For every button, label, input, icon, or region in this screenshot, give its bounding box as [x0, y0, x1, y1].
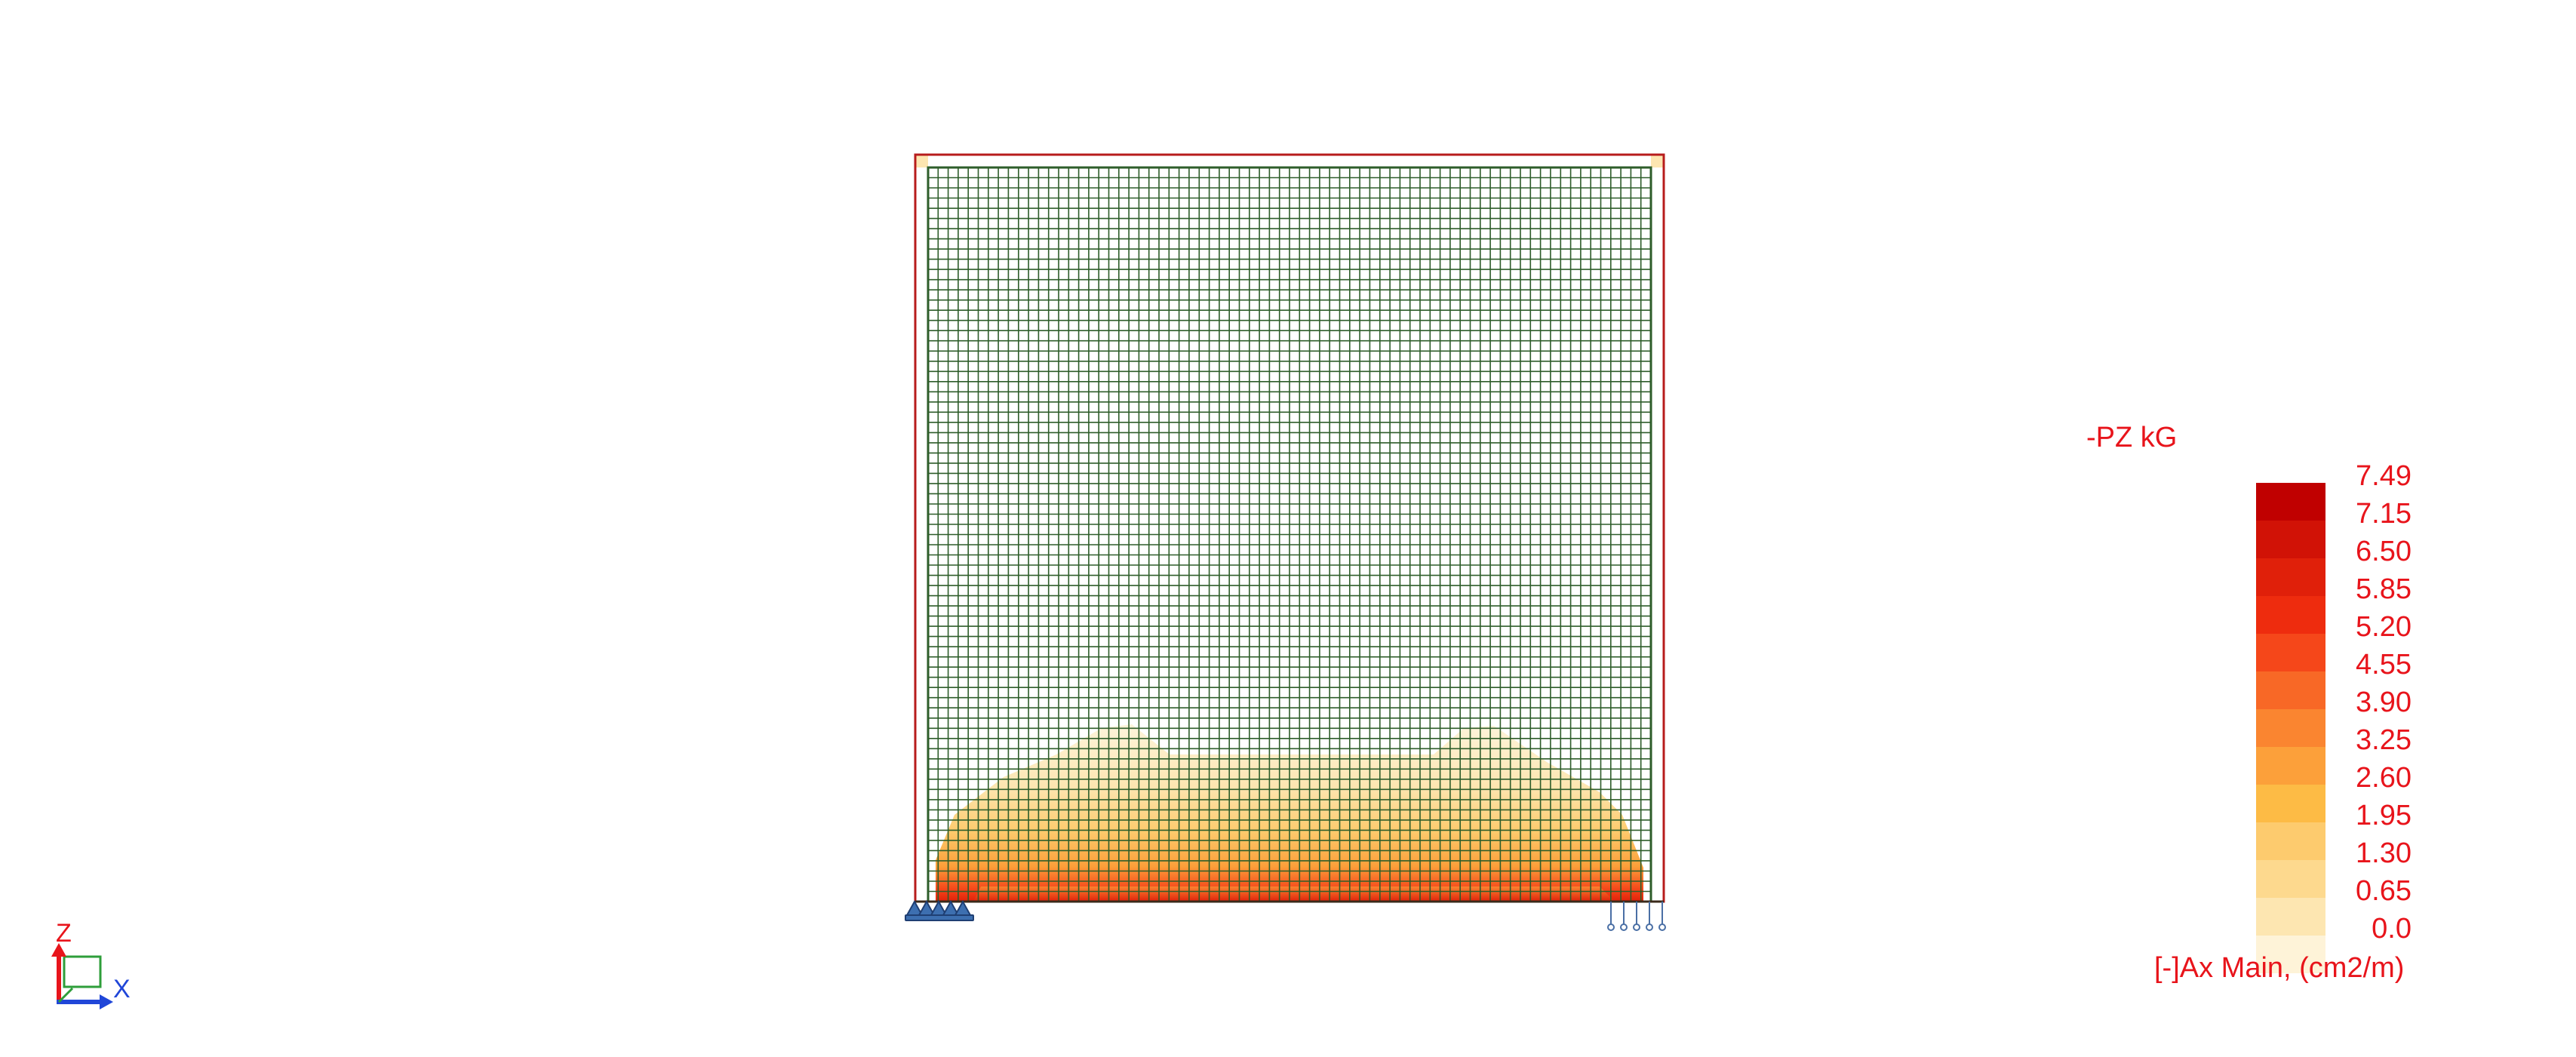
legend-band — [2256, 936, 2325, 973]
support-icon — [1658, 902, 1666, 931]
legend-value-label: 0.65 — [2356, 875, 2412, 907]
legend-band — [2256, 634, 2325, 671]
legend-band — [2256, 860, 2325, 898]
load-case-label: -PZ kG — [2086, 422, 2177, 453]
axis-plane-icon — [63, 955, 102, 988]
legend-value-label: 5.20 — [2356, 611, 2412, 643]
x-arrow-icon — [100, 994, 113, 1009]
legend-band — [2256, 558, 2325, 596]
result-quantity-label: [-]Ax Main, (cm2/m) — [2154, 952, 2404, 984]
support-base — [905, 914, 974, 921]
legend-value-label: 0.0 — [2372, 913, 2412, 945]
legend-value-label: 5.85 — [2356, 573, 2412, 605]
legend-band — [2256, 671, 2325, 709]
support-icon — [954, 899, 972, 916]
legend-band — [2256, 596, 2325, 634]
contour-corner-tl — [916, 155, 928, 167]
legend-band — [2256, 521, 2325, 558]
legend-band — [2256, 747, 2325, 785]
fixed-supports-left[interactable] — [905, 899, 974, 921]
y-axis-icon — [57, 987, 74, 1003]
legend: -PZ kG 7.49 7.15 6.50 5.85 5.20 4.55 3.90 3.25 2… — [2086, 422, 2412, 984]
legend-band — [2256, 709, 2325, 747]
legend-band — [2256, 785, 2325, 822]
z-arrow-icon — [51, 943, 66, 957]
legend-band — [2256, 822, 2325, 860]
x-axis-label: X — [113, 975, 131, 1003]
axis-triad: Z X — [51, 919, 131, 1009]
legend-value-label: 3.90 — [2356, 687, 2412, 718]
z-axis-label: Z — [56, 919, 72, 948]
pin-supports-right[interactable] — [1607, 902, 1666, 931]
legend-value-label: 7.15 — [2356, 498, 2412, 530]
support-icon — [1607, 902, 1615, 931]
contour-corner-tr — [1651, 155, 1663, 167]
contour-peak-band — [973, 886, 1615, 902]
support-icon — [1646, 902, 1653, 931]
legend-value-label: 4.55 — [2356, 649, 2412, 681]
legend-color-bands — [2256, 483, 2325, 973]
legend-values: 7.49 7.15 6.50 5.85 5.20 4.55 3.90 3.25 2.60 1.95… — [2356, 460, 2412, 945]
legend-value-label: 2.60 — [2356, 762, 2412, 794]
legend-value-label: 1.30 — [2356, 837, 2412, 869]
legend-value-label: 7.49 — [2356, 460, 2412, 492]
support-icon — [1633, 902, 1640, 931]
wall-panel[interactable] — [914, 153, 1665, 903]
legend-band — [2256, 483, 2325, 521]
legend-value-label: 1.95 — [2356, 800, 2412, 831]
support-icon — [1620, 902, 1628, 931]
legend-value-label: 6.50 — [2356, 536, 2412, 567]
legend-band — [2256, 898, 2325, 936]
legend-value-label: 3.25 — [2356, 724, 2412, 756]
